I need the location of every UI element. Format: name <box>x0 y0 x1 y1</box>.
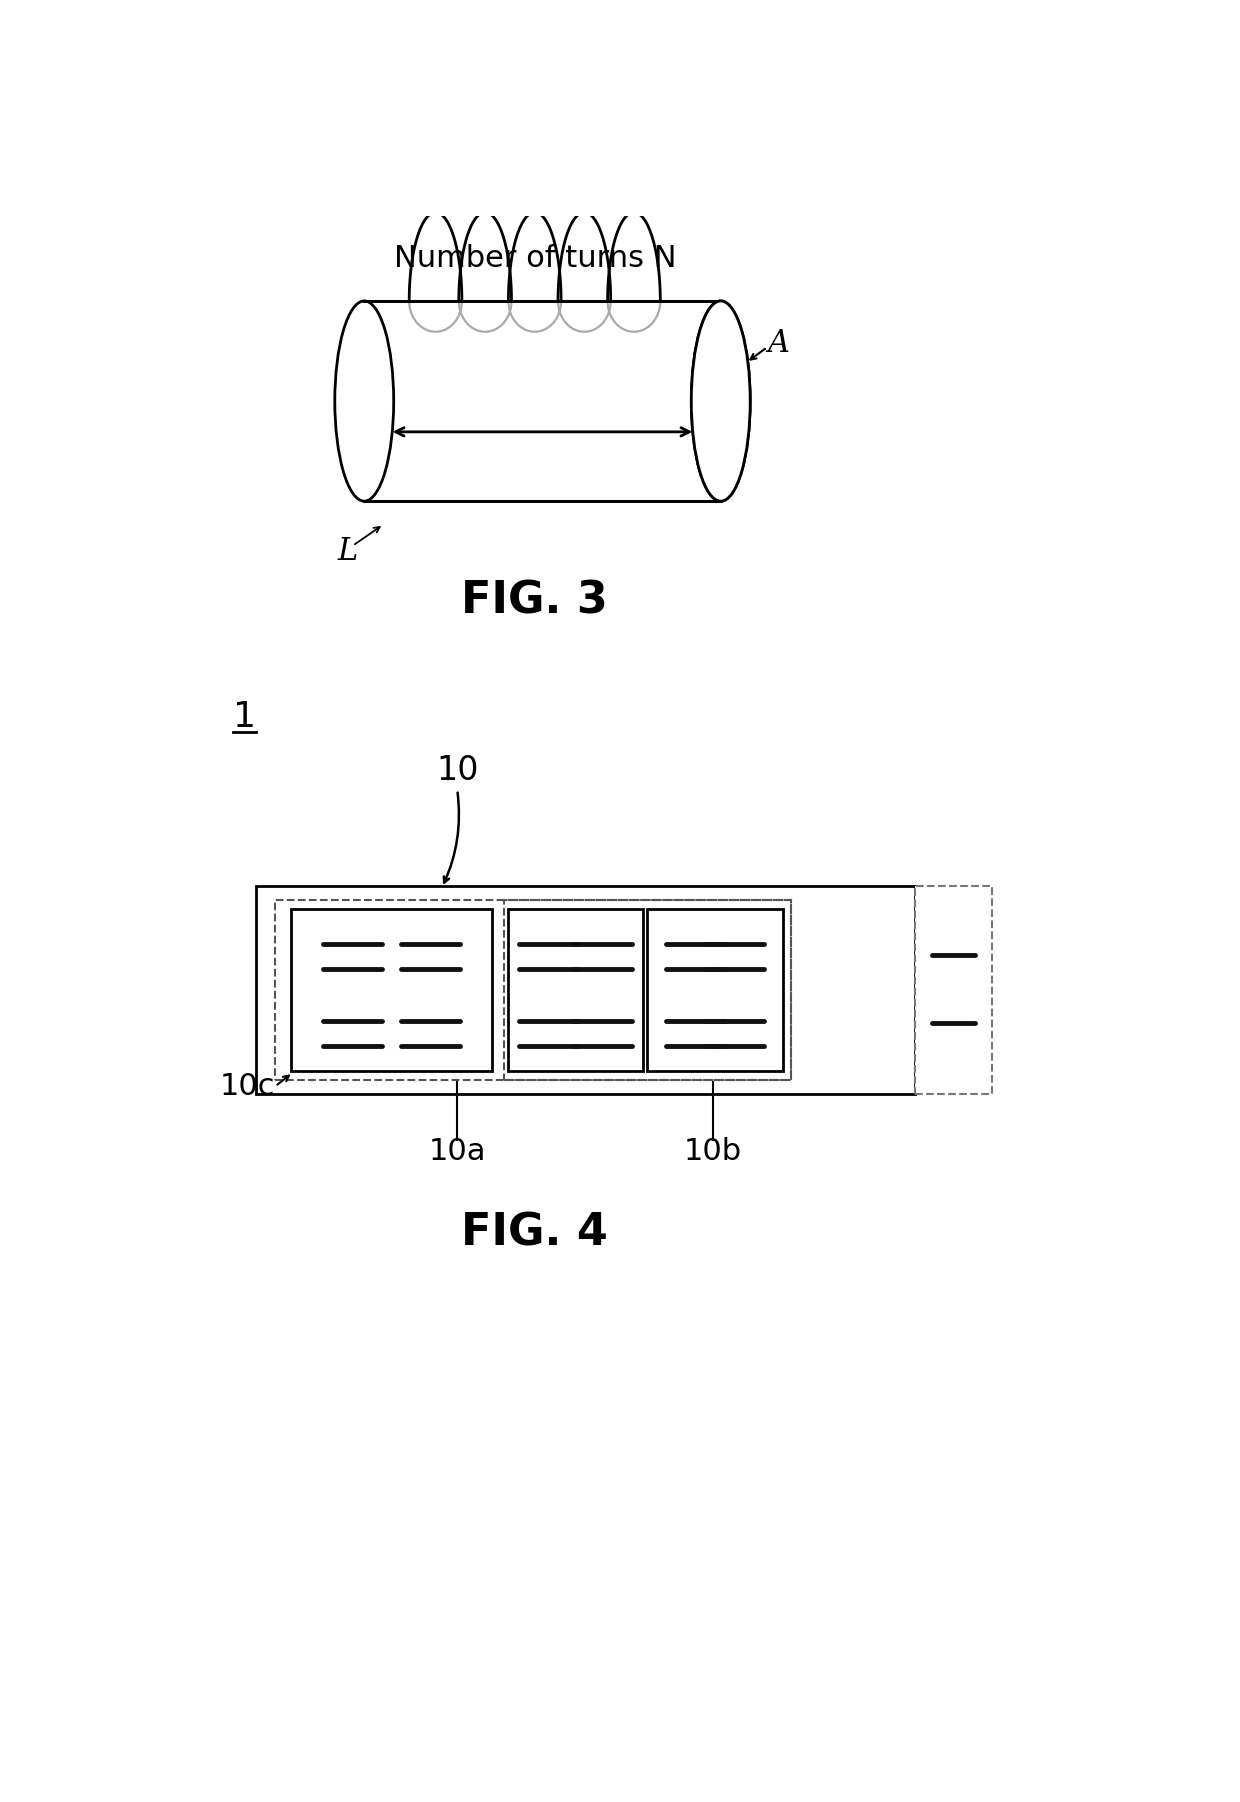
Ellipse shape <box>692 301 750 501</box>
Ellipse shape <box>692 301 750 501</box>
Text: L: L <box>337 535 357 566</box>
Bar <box>647 910 782 1070</box>
Text: A: A <box>768 328 789 359</box>
Text: Number of turns N: Number of turns N <box>393 243 676 274</box>
Bar <box>275 899 791 1079</box>
Bar <box>290 910 492 1070</box>
Bar <box>255 887 915 1094</box>
Text: 10c: 10c <box>219 1072 275 1101</box>
Text: 10: 10 <box>436 755 479 787</box>
Text: 1: 1 <box>233 699 255 733</box>
Text: FIG. 4: FIG. 4 <box>461 1211 608 1254</box>
Text: FIG. 3: FIG. 3 <box>461 580 608 623</box>
Bar <box>503 899 791 1079</box>
Text: 10b: 10b <box>684 1137 742 1166</box>
Bar <box>507 910 644 1070</box>
Bar <box>915 887 992 1094</box>
Text: 10a: 10a <box>429 1137 486 1166</box>
